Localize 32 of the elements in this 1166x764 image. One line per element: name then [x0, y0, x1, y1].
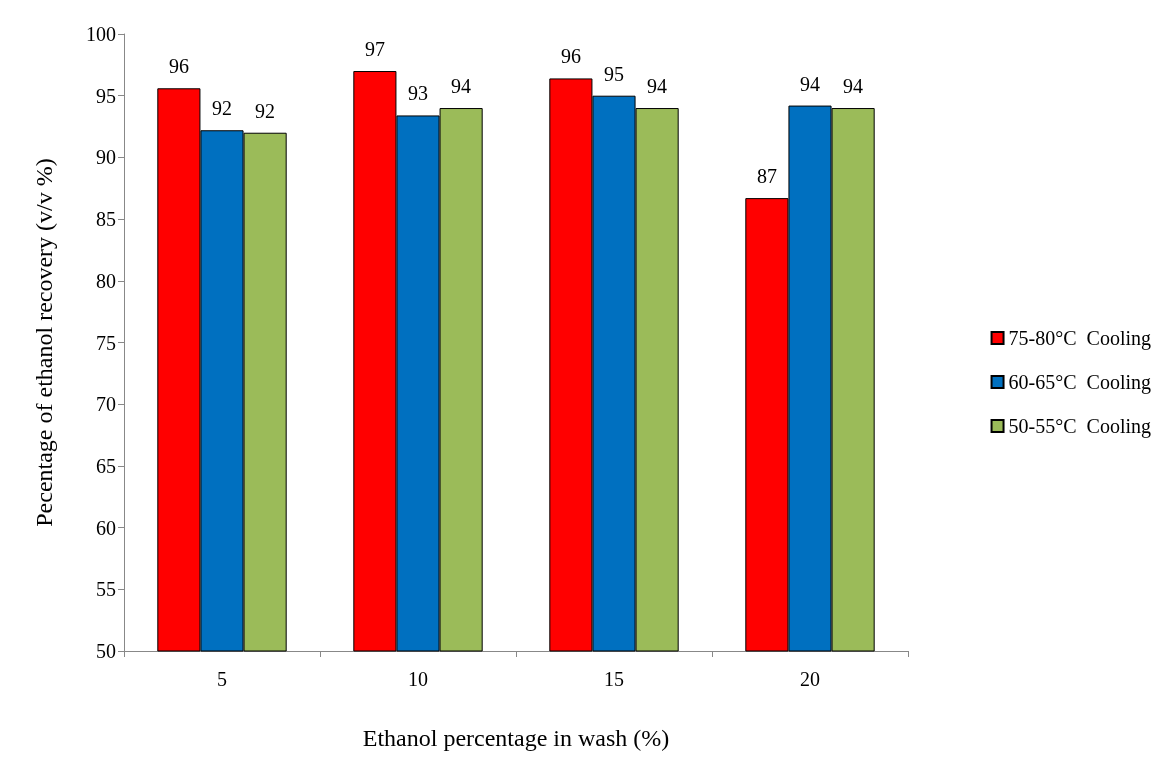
y-tick-label: 95: [96, 84, 116, 107]
y-tick-label: 75: [96, 331, 116, 354]
y-tick-label: 55: [96, 578, 116, 601]
data-label: 94: [800, 72, 820, 95]
y-tick-label: 50: [96, 640, 116, 662]
data-label: 92: [212, 97, 232, 120]
y-tick-label: 90: [96, 146, 116, 169]
y-axis-title: Pecentage of ethanol recovery (v/v %): [31, 158, 57, 527]
data-label: 95: [604, 62, 624, 85]
data-label: 96: [560, 45, 581, 68]
data-label: 94: [843, 75, 864, 98]
x-tick-label: 5: [217, 668, 227, 690]
data-label: 96: [168, 55, 189, 78]
legend-label: 75-80°C Cooling: [1008, 327, 1151, 350]
x-tick-label: 20: [800, 668, 820, 690]
data-label: 92: [255, 99, 276, 122]
y-tick-label: 80: [96, 269, 116, 292]
x-tick-label: 15: [604, 668, 624, 690]
data-label: 87: [756, 165, 777, 188]
x-axis-title: Ethanol percentage in wash (%): [362, 725, 670, 751]
legend-label: 50-55°C Cooling: [1008, 415, 1151, 438]
y-tick-label: 65: [96, 454, 116, 477]
data-label: 94: [451, 75, 472, 98]
y-tick-label: 85: [96, 208, 116, 231]
legend-label: 60-65°C Cooling: [1008, 371, 1151, 394]
y-tick-label: 100: [86, 23, 116, 45]
data-label: 97: [364, 38, 385, 61]
y-tick-label: 60: [96, 516, 116, 539]
data-label: 93: [408, 82, 428, 105]
data-label: 94: [647, 75, 668, 98]
x-tick-label: 10: [408, 668, 428, 690]
y-tick-label: 70: [96, 393, 116, 416]
